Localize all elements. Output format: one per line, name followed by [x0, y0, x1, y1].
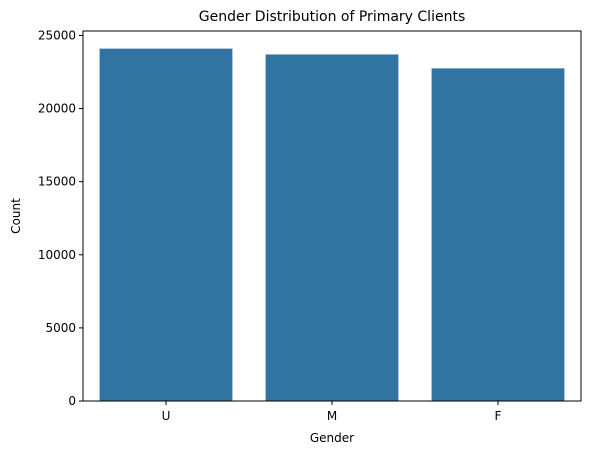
bar-f: [431, 68, 565, 402]
y-tick-label: 15000: [38, 175, 76, 189]
bar-u: [99, 48, 233, 402]
x-axis-label: Gender: [310, 431, 354, 445]
x-tick-label: M: [327, 409, 337, 423]
y-tick-label: 10000: [38, 248, 76, 262]
y-axis: 0 5000 10000 15000 20000 25000: [38, 28, 83, 408]
y-tick-label: 5000: [45, 321, 76, 335]
chart-title: Gender Distribution of Primary Clients: [199, 9, 466, 25]
bar-m: [265, 54, 399, 401]
x-tick-label: F: [495, 409, 502, 423]
y-tick-label: 25000: [38, 28, 76, 42]
y-tick-label: 20000: [38, 102, 76, 116]
x-tick-label: U: [162, 409, 171, 423]
y-tick-label: 0: [68, 394, 76, 408]
bars-layer: [99, 48, 565, 402]
y-axis-label: Count: [9, 198, 23, 234]
